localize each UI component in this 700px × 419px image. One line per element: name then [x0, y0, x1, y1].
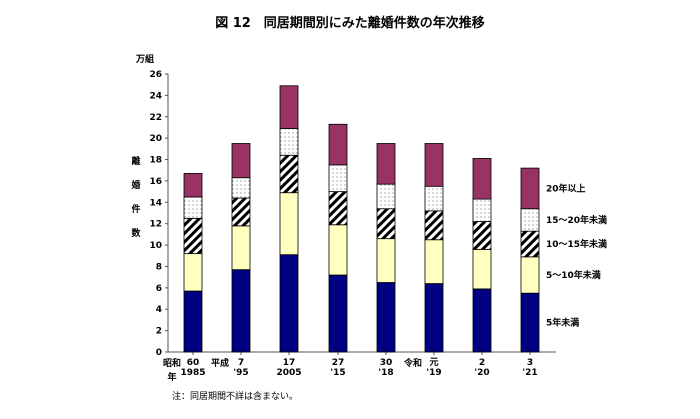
x-era-label: 令和: [403, 357, 422, 369]
x-tick-label-western-year: '20: [474, 368, 489, 378]
y-axis-label-char: 婚: [131, 179, 140, 191]
x-era-label: 平成: [211, 357, 229, 369]
y-tick-label: 2: [156, 327, 162, 337]
bar-segment: [231, 143, 251, 179]
legend-label: 15～20年未満: [546, 214, 607, 226]
y-tick-label: 14: [149, 198, 162, 208]
bar-segment: [520, 256, 540, 294]
x-tick-label-western-year: '19: [426, 368, 441, 378]
x-tick-label-era-year: 17: [283, 358, 296, 368]
bar-segment: [424, 185, 444, 212]
labels: 02468101214161820222426万組離婚件数6019857'951…: [131, 53, 607, 383]
bar-segment: [376, 143, 396, 185]
bar-segment: [376, 208, 396, 240]
bar-segment: [376, 238, 396, 283]
legend-label: 5年未満: [546, 317, 579, 329]
bars: [183, 85, 540, 353]
bar-segment: [520, 292, 540, 353]
bar-segment: [520, 167, 540, 210]
y-tick-label: 20: [149, 134, 162, 144]
bar-segment: [279, 154, 299, 194]
x-tick-label-era-year: 3: [527, 358, 533, 368]
bar-segment: [424, 210, 444, 241]
y-axis-label-char: 離: [131, 155, 140, 167]
bar-segment: [328, 191, 348, 226]
y-tick-label: 24: [149, 91, 162, 101]
bar-segment: [279, 128, 299, 156]
bar-segment: [472, 198, 492, 222]
bar-segment: [328, 224, 348, 276]
y-tick-label: 18: [149, 156, 162, 166]
x-tick-label-western-year: '21: [522, 368, 537, 378]
x-tick-label-western-year: 1985: [180, 368, 205, 378]
bar-segment: [328, 123, 348, 166]
y-tick-label: 26: [149, 70, 162, 80]
footnote: 注：同居期間不詳は含まない。: [172, 392, 299, 402]
legend-label: 5～10年未満: [546, 269, 601, 281]
y-tick-label: 8: [156, 262, 162, 272]
y-tick-label: 22: [149, 113, 162, 123]
x-tick-label-era-year: 30: [380, 358, 393, 368]
bar-segment: [424, 143, 444, 187]
bar-segment: [520, 230, 540, 258]
x-tick-label-era-year: 7: [238, 358, 244, 368]
bar-segment: [328, 274, 348, 353]
bar-segment: [472, 158, 492, 200]
bar-segment: [424, 283, 444, 353]
x-tick-label-era-year: 60: [187, 358, 200, 368]
x-tick-label-western-year: '15: [330, 368, 345, 378]
bar-segment: [183, 217, 203, 255]
chart-title: 図 12 同居期間別にみた離婚件数の年次推移: [215, 16, 485, 31]
bar-segment: [183, 196, 203, 219]
y-axis-label-char: 数: [131, 227, 141, 239]
y-axis-label-char: 件: [131, 203, 140, 215]
bar-segment: [424, 239, 444, 284]
bar-segment: [183, 173, 203, 198]
y-tick-label: 16: [149, 177, 162, 187]
bar-segment: [376, 183, 396, 210]
x-tick-label-western-year: '18: [378, 368, 393, 378]
bar-segment: [279, 85, 299, 129]
y-tick-label: 6: [156, 284, 162, 294]
x-era-label: 昭和: [163, 357, 181, 369]
bar-segment: [328, 164, 348, 193]
x-tick-label-western-year: 2005: [276, 368, 301, 378]
bar-segment: [231, 269, 251, 353]
x-axis-label: 年: [167, 371, 176, 383]
bar-segment: [472, 221, 492, 250]
bar-segment: [279, 254, 299, 353]
bar-segment: [183, 253, 203, 292]
y-unit-label: 万組: [135, 53, 154, 65]
bar-segment: [472, 248, 492, 290]
x-tick-label-era-year: 2: [479, 358, 485, 368]
bar-segment: [231, 197, 251, 227]
bar-segment: [279, 192, 299, 256]
bar-segment: [472, 288, 492, 353]
bar-segment: [376, 282, 396, 353]
x-tick-label-western-year: '95: [233, 368, 248, 378]
bar-segment: [183, 290, 203, 353]
y-tick-label: 0: [156, 348, 162, 358]
x-tick-label-era-year: 元: [429, 357, 438, 368]
bar-segment: [520, 208, 540, 232]
y-tick-label: 4: [156, 305, 162, 315]
y-tick-label: 12: [149, 220, 162, 230]
legend-label: 20年以上: [546, 182, 586, 194]
bar-segment: [231, 177, 251, 199]
y-tick-label: 10: [149, 241, 162, 251]
x-tick-label-era-year: 27: [332, 358, 345, 368]
legend-label: 10～15年未満: [546, 238, 607, 250]
bar-segment: [231, 225, 251, 271]
axes: [165, 73, 556, 355]
